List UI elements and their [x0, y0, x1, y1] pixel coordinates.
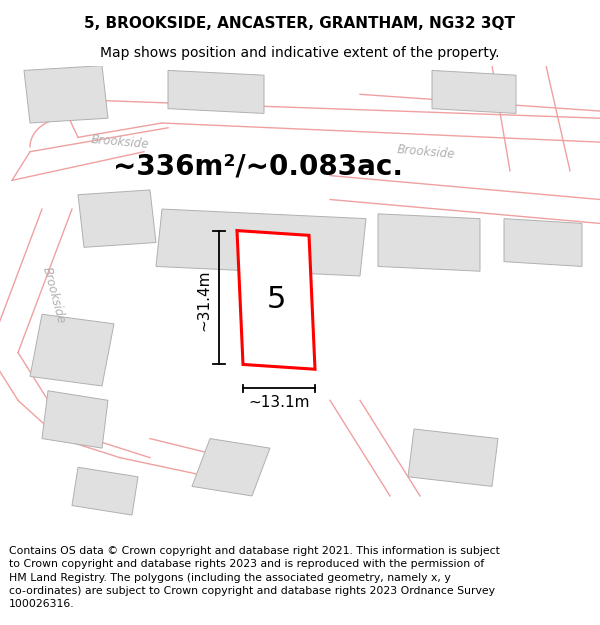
Text: Contains OS data © Crown copyright and database right 2021. This information is : Contains OS data © Crown copyright and d…	[9, 546, 500, 609]
Polygon shape	[432, 71, 516, 114]
Text: 5, BROOKSIDE, ANCASTER, GRANTHAM, NG32 3QT: 5, BROOKSIDE, ANCASTER, GRANTHAM, NG32 3…	[85, 16, 515, 31]
Polygon shape	[378, 214, 480, 271]
Text: Brookside: Brookside	[40, 265, 68, 325]
Polygon shape	[24, 66, 108, 123]
Polygon shape	[78, 190, 156, 248]
Text: ~13.1m: ~13.1m	[248, 395, 310, 410]
Text: Brookside: Brookside	[91, 133, 149, 151]
Polygon shape	[72, 468, 138, 515]
Text: 5: 5	[266, 286, 286, 314]
Polygon shape	[192, 439, 270, 496]
Polygon shape	[237, 231, 315, 369]
Polygon shape	[42, 391, 108, 448]
Text: ~336m²/~0.083ac.: ~336m²/~0.083ac.	[113, 152, 403, 180]
Polygon shape	[504, 219, 582, 266]
Polygon shape	[156, 209, 366, 276]
Polygon shape	[408, 429, 498, 486]
Text: Brookside: Brookside	[397, 142, 455, 161]
Text: ~31.4m: ~31.4m	[197, 269, 212, 331]
Text: Map shows position and indicative extent of the property.: Map shows position and indicative extent…	[100, 46, 500, 60]
Polygon shape	[30, 314, 114, 386]
Polygon shape	[168, 71, 264, 114]
